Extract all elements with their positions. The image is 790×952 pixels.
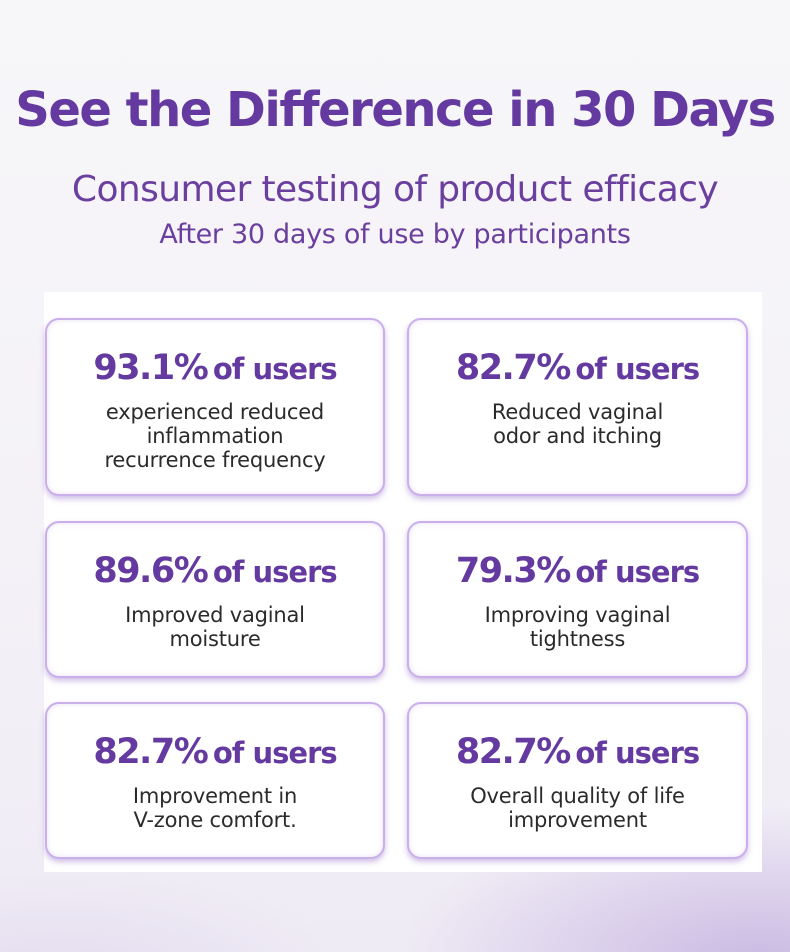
result-unit: of users	[212, 736, 338, 770]
result-description: experienced reduced inflammation recurre…	[47, 400, 383, 472]
result-description: Improvement in V-zone comfort.	[47, 784, 383, 832]
result-percent: 82.7%	[455, 732, 571, 772]
result-card: 82.7% of users Reduced vaginal odor and …	[407, 318, 748, 496]
result-description: Improved vaginal moisture	[47, 603, 383, 651]
result-card: 79.3% of users Improving vaginal tightne…	[407, 521, 748, 678]
result-percent: 82.7%	[455, 348, 571, 388]
result-unit: of users	[575, 555, 700, 589]
result-description-line: Reduced vaginal	[491, 400, 664, 424]
result-stat: 89.6% of users	[47, 549, 383, 599]
result-percent: 89.6%	[93, 551, 208, 591]
result-description-line: V-zone comfort.	[133, 808, 297, 832]
page-note: After 30 days of use by participants	[159, 219, 631, 250]
result-stat: 93.1% of users	[47, 346, 383, 396]
result-unit: of users	[212, 555, 338, 589]
result-description-line: odor and itching	[493, 424, 662, 448]
page-title: See the Difference in 30 Days	[15, 82, 776, 138]
result-description-line: Overall quality of life	[470, 784, 685, 808]
result-description-line: tightness	[529, 627, 626, 651]
result-card: 93.1% of users experienced reduced infla…	[45, 318, 385, 496]
result-card: 82.7% of users Overall quality of life i…	[407, 702, 748, 859]
result-card: 82.7% of users Improvement in V-zone com…	[45, 702, 385, 859]
result-description-line: experienced reduced	[105, 400, 325, 424]
result-unit: of users	[212, 352, 338, 386]
result-description-line: Improving vaginal	[484, 603, 671, 627]
result-description-line: improvement	[508, 808, 647, 832]
result-stat: 82.7% of users	[409, 730, 746, 780]
result-card: 89.6% of users Improved vaginal moisture	[45, 521, 385, 678]
result-stat: 82.7% of users	[47, 730, 383, 780]
result-unit: of users	[575, 352, 700, 386]
result-description-line: Improved vaginal	[125, 603, 305, 627]
result-description-line: inflammation	[146, 424, 284, 448]
result-description: Overall quality of life improvement	[409, 784, 746, 832]
result-description: Reduced vaginal odor and itching	[409, 400, 746, 448]
result-stat: 82.7% of users	[409, 346, 746, 396]
result-description: Improving vaginal tightness	[409, 603, 746, 651]
result-percent: 79.3%	[455, 551, 571, 591]
result-description-line: recurrence frequency	[104, 448, 326, 472]
result-percent: 93.1%	[93, 348, 208, 388]
result-description-line: moisture	[169, 627, 261, 651]
result-stat: 79.3% of users	[409, 549, 746, 599]
result-description-line: Improvement in	[132, 784, 298, 808]
page-subtitle: Consumer testing of product efficacy	[71, 169, 719, 210]
result-percent: 82.7%	[93, 732, 208, 772]
result-unit: of users	[575, 736, 700, 770]
